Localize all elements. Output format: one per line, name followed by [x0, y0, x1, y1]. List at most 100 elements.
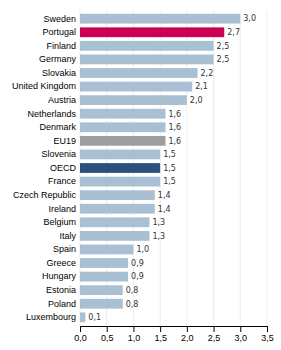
y-tick: Luxembourg	[26, 312, 76, 322]
chart-container: 0,0 0,5 1,0 1,5 2,0 2,5 3,0 3,5 Luxembourg Poland…	[0, 0, 281, 350]
grid-line	[267, 10, 268, 326]
grid	[80, 10, 267, 326]
x-tick-mark	[267, 326, 268, 332]
bar	[80, 41, 214, 51]
bar	[80, 27, 224, 37]
y-tick: Belgium	[43, 217, 76, 227]
chart: 0,0 0,5 1,0 1,5 2,0 2,5 3,0 3,5 Luxembourg Poland…	[0, 0, 281, 350]
y-tick: Ireland	[48, 204, 76, 214]
x-tick-label: 0,5	[101, 333, 114, 343]
data-label: 2,5	[217, 55, 230, 64]
y-tick-label: EU19	[53, 136, 76, 146]
data-label: 0,9	[131, 259, 144, 268]
y-tick: Italy	[59, 231, 76, 241]
y-tick-label: Greece	[46, 258, 76, 268]
y-tick: Poland	[48, 299, 76, 309]
y-tick-label: Ireland	[48, 204, 76, 214]
y-tick: Greece	[46, 258, 76, 268]
data-label: 1,4	[158, 191, 171, 200]
bar	[80, 177, 160, 187]
data-label: 2,7	[227, 28, 240, 37]
data-label: 1,5	[163, 164, 176, 173]
data-label: 1,3	[152, 218, 165, 227]
x-tick-label: 3,5	[261, 333, 274, 343]
x-tick: 3,0	[235, 326, 248, 343]
y-tick-label: Finland	[46, 41, 76, 51]
y-tick-label: Slovenia	[41, 149, 76, 159]
data-label: 0,8	[126, 300, 139, 309]
x-axis-line	[81, 327, 268, 333]
x-tick-label: 2,5	[208, 333, 221, 343]
y-tick-label: France	[48, 176, 76, 186]
bar	[80, 82, 192, 92]
x-tick-label: 0,0	[74, 333, 87, 343]
x-tick: 2,5	[208, 326, 221, 343]
bar	[80, 109, 165, 119]
y-tick-label: United Kingdom	[12, 81, 76, 91]
y-tick: Spain	[53, 244, 76, 254]
bar	[80, 245, 133, 255]
x-tick: 2,0	[181, 326, 194, 343]
y-tick-label: Denmark	[39, 122, 76, 132]
y-tick: Denmark	[39, 122, 76, 132]
data-label: 1,6	[168, 137, 181, 146]
x-tick-mark	[187, 326, 188, 332]
x-tick: 0,5	[101, 326, 114, 343]
bar	[80, 204, 155, 214]
bar	[80, 190, 155, 200]
y-tick-label: OECD	[50, 163, 77, 173]
bar	[80, 163, 160, 173]
data-label: 1,3	[152, 232, 165, 241]
y-tick: Finland	[46, 41, 76, 51]
y-tick-label: Hungary	[42, 271, 77, 281]
x-tick: 1,5	[154, 326, 167, 343]
y-tick-label: Estonia	[46, 285, 76, 295]
data-label: 2,1	[195, 82, 208, 91]
data-label: 1,5	[163, 150, 176, 159]
x-tick-label: 2,0	[181, 333, 194, 343]
bar	[80, 285, 123, 295]
y-tick: Germany	[39, 54, 77, 64]
y-tick: Portugal	[42, 27, 76, 37]
data-label: 0,9	[131, 272, 144, 281]
data-label: 2,5	[217, 42, 230, 51]
data-label: 2,0	[190, 96, 203, 105]
y-axis: Luxembourg Poland Estonia Hungary Greece Spai…	[12, 14, 77, 323]
y-tick-label: Spain	[53, 244, 76, 254]
plot: 0,0 0,5 1,0 1,5 2,0 2,5 3,0 3,5 Luxembourg Poland…	[12, 10, 274, 343]
y-tick-label: Netherlands	[27, 109, 76, 119]
x-tick-mark	[240, 326, 241, 332]
x-tick-label: 1,5	[154, 333, 167, 343]
y-tick: France	[48, 176, 76, 186]
x-tick: 1,0	[128, 326, 141, 343]
y-tick-label: Czech Republic	[13, 190, 77, 200]
y-tick-label: Portugal	[42, 27, 76, 37]
bar	[80, 14, 240, 24]
y-tick: Austria	[48, 95, 76, 105]
data-label: 1,0	[136, 245, 149, 254]
bar	[80, 95, 187, 105]
x-tick-mark	[80, 326, 81, 332]
bar	[80, 299, 123, 309]
x-tick-mark	[160, 326, 161, 332]
y-tick-label: Germany	[39, 54, 77, 64]
y-tick: Netherlands	[27, 109, 76, 119]
x-tick-mark	[107, 326, 108, 332]
bar	[80, 272, 128, 282]
data-label: 3,0	[243, 14, 256, 23]
y-tick-label: Sweden	[43, 14, 76, 24]
data-label: 1,5	[163, 177, 176, 186]
bar	[80, 312, 85, 322]
bar	[80, 68, 198, 78]
grid-line	[240, 10, 241, 326]
bar	[80, 122, 165, 132]
data-label: 2,2	[201, 69, 214, 78]
y-tick: Estonia	[46, 285, 76, 295]
y-tick: Slovenia	[41, 149, 76, 159]
y-tick: Sweden	[43, 14, 76, 24]
y-tick: OECD	[50, 163, 77, 173]
y-tick: Czech Republic	[13, 190, 77, 200]
y-tick-label: Slovakia	[42, 68, 76, 78]
data-labels: 0,10,80,80,90,91,01,31,31,41,41,51,51,51…	[88, 14, 256, 322]
x-tick: 3,5	[261, 326, 274, 343]
